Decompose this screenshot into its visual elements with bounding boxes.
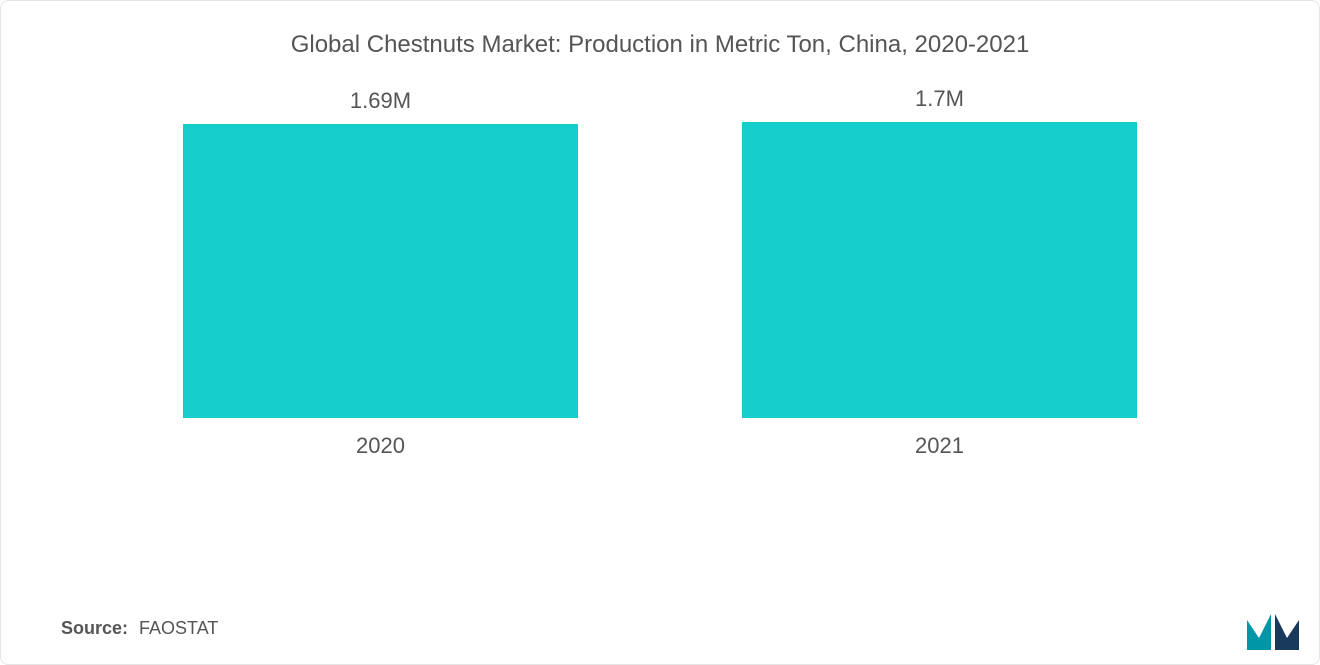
bar-2021 bbox=[742, 122, 1137, 418]
source-value: FAOSTAT bbox=[139, 618, 218, 638]
bar-category-label-2020: 2020 bbox=[356, 433, 405, 459]
mordor-logo-icon bbox=[1245, 610, 1301, 654]
chart-container: Global Chestnuts Market: Production in M… bbox=[1, 1, 1319, 664]
source-label: Source: bbox=[61, 618, 128, 638]
chart-plot-area: 1.69M 2020 1.7M 2021 bbox=[61, 119, 1259, 549]
bar-value-label-2021: 1.7M bbox=[915, 86, 964, 112]
bar-2020 bbox=[183, 124, 578, 418]
bar-group-2020: 1.69M 2020 bbox=[181, 88, 581, 459]
bar-category-label-2021: 2021 bbox=[915, 433, 964, 459]
bars-area: 1.69M 2020 1.7M 2021 bbox=[61, 119, 1259, 459]
bar-group-2021: 1.7M 2021 bbox=[740, 86, 1140, 459]
source-attribution: Source: FAOSTAT bbox=[61, 618, 218, 639]
bar-value-label-2020: 1.69M bbox=[350, 88, 411, 114]
chart-title: Global Chestnuts Market: Production in M… bbox=[61, 31, 1259, 59]
